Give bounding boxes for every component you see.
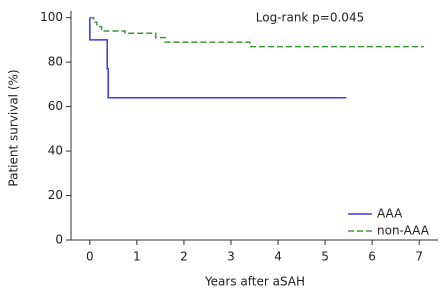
legend-label: AAA — [377, 207, 403, 221]
x-tick-label: 7 — [415, 250, 423, 264]
y-tick-label: 0 — [55, 233, 63, 247]
x-tick-label: 0 — [86, 250, 94, 264]
x-tick-label: 2 — [180, 250, 188, 264]
annotation: Log-rank p=0.045 — [256, 11, 364, 25]
x-tick-label: 1 — [133, 250, 141, 264]
y-axis-label: Patient survival (%) — [7, 69, 21, 186]
x-tick-label: 6 — [368, 250, 376, 264]
y-tick-label: 60 — [48, 99, 63, 113]
y-tick-label: 100 — [40, 10, 63, 24]
x-tick-label: 4 — [274, 250, 282, 264]
survival-curve — [89, 16, 424, 48]
x-tick-label: 3 — [227, 250, 235, 264]
legend-label: non-AAA — [377, 224, 430, 238]
survival-curve — [89, 17, 347, 99]
y-tick-label: 40 — [48, 144, 63, 158]
y-tick-label: 20 — [48, 188, 63, 202]
y-tick-label: 80 — [48, 55, 63, 69]
x-tick-label: 5 — [321, 250, 329, 264]
x-axis-label: Years after aSAH — [204, 275, 305, 289]
